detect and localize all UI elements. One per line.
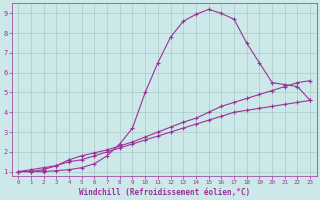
X-axis label: Windchill (Refroidissement éolien,°C): Windchill (Refroidissement éolien,°C)	[79, 188, 250, 197]
